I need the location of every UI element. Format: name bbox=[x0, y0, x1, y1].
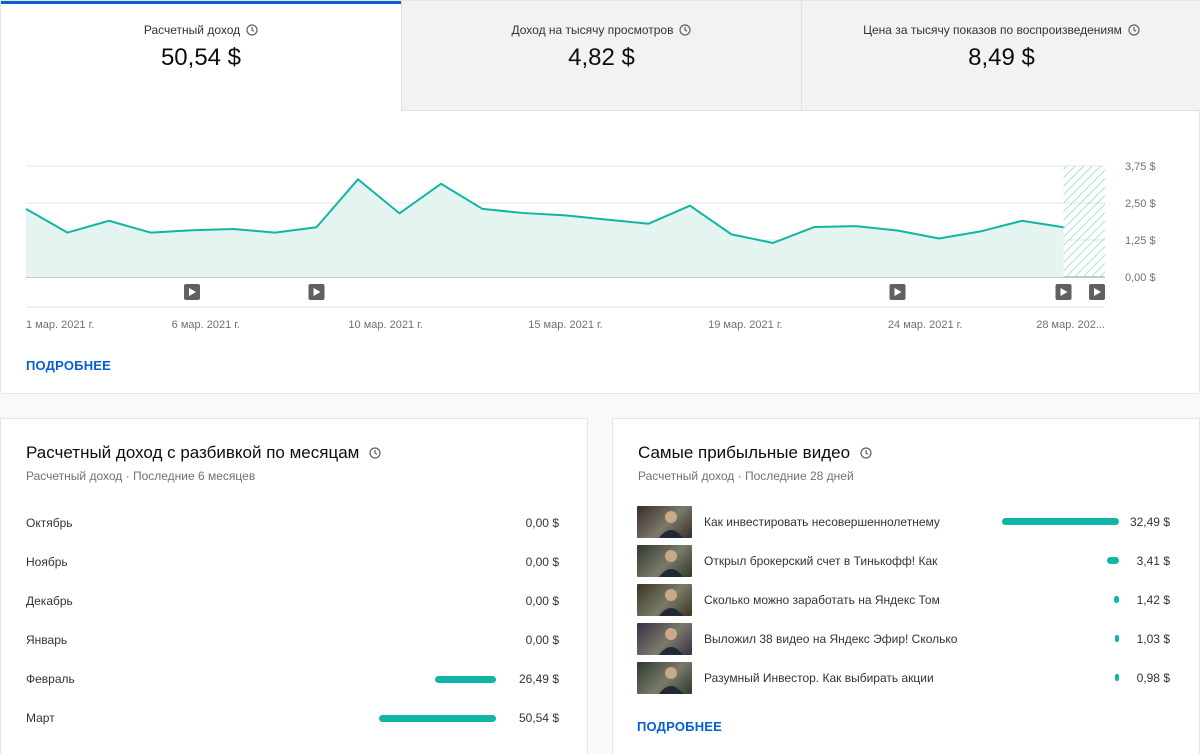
video-thumbnail[interactable] bbox=[637, 506, 692, 538]
month-name: Февраль bbox=[26, 672, 75, 686]
y-tick-label: 2,50 $ bbox=[1125, 198, 1156, 210]
month-name: Январь bbox=[26, 633, 68, 647]
video-revenue: 1,42 $ bbox=[1136, 593, 1170, 607]
revenue-chart: 0,00 $ 1,25 $ 2,50 $ 3,75 $ 1 мар. 2021 г. 6 … bbox=[25, 161, 1156, 331]
video-title[interactable]: Как инвестировать несовершеннолетнему bbox=[704, 515, 940, 529]
month-value: 0,00 $ bbox=[525, 633, 559, 647]
person-icon bbox=[659, 511, 683, 538]
more-details-link[interactable]: ПОДРОБНЕЕ bbox=[637, 719, 723, 734]
partial-day-hatch bbox=[1063, 166, 1105, 277]
list-item: Январь 0,00 $ bbox=[26, 630, 559, 650]
value-bar bbox=[1115, 635, 1119, 642]
series-line bbox=[25, 178, 1064, 244]
month-name: Ноябрь bbox=[26, 555, 68, 569]
person-icon bbox=[659, 628, 683, 655]
area-fill bbox=[26, 179, 1064, 277]
video-marker-icon[interactable] bbox=[308, 284, 325, 300]
video-thumbnail[interactable] bbox=[637, 662, 692, 694]
table-row[interactable]: Разумный Инвестор. Как выбирать акции 0,9… bbox=[637, 662, 1170, 694]
video-marker-icon[interactable] bbox=[1089, 284, 1105, 300]
x-tick-label: 1 мар. 2021 г. bbox=[26, 319, 94, 331]
video-marker-icon[interactable] bbox=[184, 284, 200, 300]
video-thumbnail[interactable] bbox=[637, 584, 692, 616]
list-item: Февраль 26,49 $ bbox=[26, 669, 559, 689]
video-revenue: 3,41 $ bbox=[1136, 554, 1170, 568]
value-bar bbox=[1002, 518, 1119, 525]
month-name: Октябрь bbox=[26, 516, 73, 530]
tab-value: 50,54 $ bbox=[160, 44, 242, 71]
list-item: Март 50,54 $ bbox=[26, 708, 559, 728]
x-tick-label: 28 мар. 202... bbox=[1036, 319, 1105, 331]
tab-rpm[interactable]: Доход на тысячу просмотров 4,82 $ bbox=[401, 1, 801, 111]
video-title[interactable]: Сколько можно заработать на Яндекс Том bbox=[704, 593, 940, 607]
video-title[interactable]: Открыл брокерский счет в Тинькофф! Как bbox=[704, 554, 938, 568]
clock-icon bbox=[860, 447, 872, 459]
person-icon bbox=[659, 589, 683, 616]
video-revenue: 0,98 $ bbox=[1136, 671, 1170, 685]
month-value: 50,54 $ bbox=[518, 711, 559, 725]
list-item: Декабрь 0,00 $ bbox=[26, 591, 559, 611]
metric-tabs: Расчетный доход 50,54 $ Доход на тысячу … bbox=[1, 1, 1200, 111]
month-value: 26,49 $ bbox=[518, 672, 559, 686]
clock-icon bbox=[246, 24, 258, 36]
list-item: Ноябрь 0,00 $ bbox=[26, 552, 559, 572]
month-value: 0,00 $ bbox=[525, 555, 559, 569]
revenue-overview-card: Расчетный доход 50,54 $ Доход на тысячу … bbox=[0, 0, 1200, 394]
top-videos-card: Самые прибыльные видео Расчетный доход ·… bbox=[612, 418, 1200, 754]
card-subtitle: Расчетный доход · Последние 28 дней bbox=[638, 469, 854, 483]
y-tick-label: 0,00 $ bbox=[1125, 272, 1156, 284]
video-marker-icon[interactable] bbox=[1055, 284, 1072, 300]
tab-playback-cpm[interactable]: Цена за тысячу показов по воспроизведени… bbox=[801, 1, 1200, 111]
month-value: 0,00 $ bbox=[525, 516, 559, 530]
video-title[interactable]: Разумный Инвестор. Как выбирать акции bbox=[704, 671, 934, 685]
video-thumbnail[interactable] bbox=[637, 545, 692, 577]
video-thumbnail[interactable] bbox=[637, 623, 692, 655]
table-row[interactable]: Выложил 38 видео на Яндекс Эфир! Сколько… bbox=[637, 623, 1170, 655]
value-bar bbox=[1115, 674, 1119, 681]
x-tick-label: 6 мар. 2021 г. bbox=[172, 319, 240, 331]
clock-icon bbox=[1128, 24, 1140, 36]
value-bar bbox=[1113, 596, 1119, 603]
value-bar bbox=[379, 715, 496, 722]
more-details-link[interactable]: ПОДРОБНЕЕ bbox=[26, 358, 112, 373]
video-revenue: 32,49 $ bbox=[1129, 515, 1170, 529]
value-bar bbox=[434, 676, 496, 683]
video-marker-icon[interactable] bbox=[889, 284, 906, 300]
person-icon bbox=[659, 550, 683, 577]
tab-label: Расчетный доход bbox=[143, 23, 241, 37]
month-value: 0,00 $ bbox=[525, 594, 559, 608]
clock-icon bbox=[679, 24, 692, 36]
x-tick-label: 10 мар. 2021 г. bbox=[348, 319, 422, 331]
tab-estimated-revenue[interactable]: Расчетный доход 50,54 $ bbox=[1, 1, 401, 111]
tab-label: Цена за тысячу показов по воспроизведени… bbox=[863, 23, 1122, 37]
tab-value: 8,49 $ bbox=[968, 44, 1035, 71]
card-title: Самые прибыльные видео bbox=[638, 443, 851, 462]
table-row[interactable]: Как инвестировать несовершеннолетнему 32,… bbox=[637, 506, 1170, 538]
person-icon bbox=[659, 667, 683, 694]
table-row[interactable]: Сколько можно заработать на Яндекс Том 1,… bbox=[637, 584, 1170, 616]
table-row[interactable]: Открыл брокерский счет в Тинькофф! Как 3,… bbox=[637, 545, 1170, 577]
card-title: Расчетный доход с разбивкой по месяцам bbox=[26, 443, 360, 462]
month-name: Декабрь bbox=[26, 594, 73, 608]
x-tick-label: 15 мар. 2021 г. bbox=[528, 319, 602, 331]
list-item: Октябрь 0,00 $ bbox=[26, 513, 559, 533]
monthly-revenue-card: Расчетный доход с разбивкой по месяцам Р… bbox=[0, 418, 588, 754]
tab-value: 4,82 $ bbox=[568, 44, 635, 71]
tab-label: Доход на тысячу просмотров bbox=[511, 23, 674, 37]
y-tick-label: 1,25 $ bbox=[1125, 235, 1156, 247]
month-name: Март bbox=[26, 711, 55, 725]
video-revenue: 1,03 $ bbox=[1136, 632, 1170, 646]
y-tick-label: 3,75 $ bbox=[1125, 161, 1156, 173]
x-tick-label: 19 мар. 2021 г. bbox=[708, 319, 782, 331]
video-title[interactable]: Выложил 38 видео на Яндекс Эфир! Сколько bbox=[704, 632, 958, 646]
value-bar bbox=[1106, 557, 1119, 564]
card-subtitle: Расчетный доход · Последние 6 месяцев bbox=[26, 469, 256, 483]
x-tick-label: 24 мар. 2021 г. bbox=[888, 319, 962, 331]
clock-icon bbox=[369, 447, 381, 459]
